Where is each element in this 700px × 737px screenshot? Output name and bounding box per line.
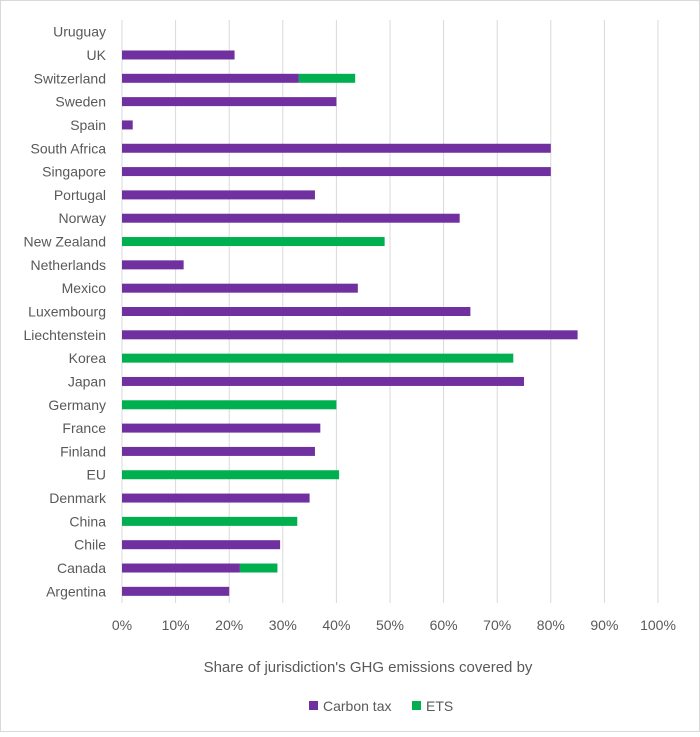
bar-carbon-tax-argentina xyxy=(122,586,230,596)
x-tick-label: 10% xyxy=(162,617,190,633)
legend-label-ets: ETS xyxy=(426,698,453,714)
category-label-argentina: Argentina xyxy=(46,583,106,599)
category-label-germany: Germany xyxy=(48,397,106,413)
bar-ets-germany xyxy=(122,400,337,410)
category-label-switzerland: Switzerland xyxy=(34,70,106,86)
bar-carbon-tax-luxembourg xyxy=(122,307,471,316)
category-label-eu: EU xyxy=(87,467,106,483)
bar-carbon-tax-singapore xyxy=(122,167,551,177)
bar-carbon-tax-spain xyxy=(122,120,133,130)
x-tick-label: 20% xyxy=(215,617,243,633)
x-tick-label: 0% xyxy=(112,617,132,633)
bar-carbon-tax-switzerland xyxy=(122,73,299,83)
bar-carbon-tax-sweden xyxy=(122,97,337,107)
bar-carbon-tax-portugal xyxy=(122,190,315,200)
bar-carbon-tax-canada xyxy=(122,563,240,573)
x-tick-label: 70% xyxy=(483,617,511,633)
bar-ets-new-zealand xyxy=(122,237,385,247)
legend-swatch-ets xyxy=(412,701,421,710)
x-tick-label: 60% xyxy=(430,617,458,633)
category-label-chile: Chile xyxy=(74,537,106,553)
bar-carbon-tax-netherlands xyxy=(122,260,184,270)
category-label-singapore: Singapore xyxy=(42,164,106,180)
x-tick-label: 40% xyxy=(322,617,350,633)
x-axis-title: Share of jurisdiction's GHG emissions co… xyxy=(204,659,533,676)
category-label-china: China xyxy=(69,513,106,529)
bar-carbon-tax-liechtenstein xyxy=(122,330,578,340)
x-tick-label: 50% xyxy=(376,617,404,633)
legend-swatch-carbon-tax xyxy=(309,701,318,710)
bar-ets-china xyxy=(122,516,298,526)
category-label-portugal: Portugal xyxy=(54,187,106,203)
category-label-netherlands: Netherlands xyxy=(31,257,107,273)
bar-carbon-tax-uk xyxy=(122,50,235,60)
category-label-japan: Japan xyxy=(68,373,106,389)
x-tick-label: 90% xyxy=(590,617,618,633)
bar-carbon-tax-mexico xyxy=(122,283,358,293)
category-label-uruguay: Uruguay xyxy=(53,24,106,40)
bar-carbon-tax-chile xyxy=(122,540,281,550)
category-label-south-africa: South Africa xyxy=(31,140,107,156)
x-tick-label: 100% xyxy=(640,617,676,633)
bar-carbon-tax-japan xyxy=(122,376,524,386)
category-label-norway: Norway xyxy=(59,210,106,226)
bar-carbon-tax-france xyxy=(122,423,321,433)
bar-carbon-tax-finland xyxy=(122,446,315,456)
legend-label-carbon-tax: Carbon tax xyxy=(323,698,391,714)
category-label-luxembourg: Luxembourg xyxy=(28,304,106,320)
category-label-canada: Canada xyxy=(57,560,106,576)
category-label-spain: Spain xyxy=(70,117,106,133)
bar-ets-switzerland xyxy=(298,73,356,83)
category-label-korea: Korea xyxy=(69,350,107,366)
bar-ets-canada xyxy=(239,563,278,573)
category-label-finland: Finland xyxy=(60,443,106,459)
category-label-uk: UK xyxy=(87,47,107,63)
category-label-mexico: Mexico xyxy=(62,280,107,296)
x-tick-label: 30% xyxy=(269,617,297,633)
category-label-france: France xyxy=(62,420,106,436)
x-tick-label: 80% xyxy=(537,617,565,633)
bar-carbon-tax-norway xyxy=(122,213,460,223)
bar-ets-korea xyxy=(122,353,514,363)
bar-ets-eu xyxy=(122,470,340,480)
category-label-denmark: Denmark xyxy=(49,490,107,506)
bar-carbon-tax-denmark xyxy=(122,493,310,503)
category-label-sweden: Sweden xyxy=(55,94,106,110)
bar-carbon-tax-south-africa xyxy=(122,143,551,153)
category-label-new-zealand: New Zealand xyxy=(24,234,107,250)
category-label-liechtenstein: Liechtenstein xyxy=(23,327,106,343)
